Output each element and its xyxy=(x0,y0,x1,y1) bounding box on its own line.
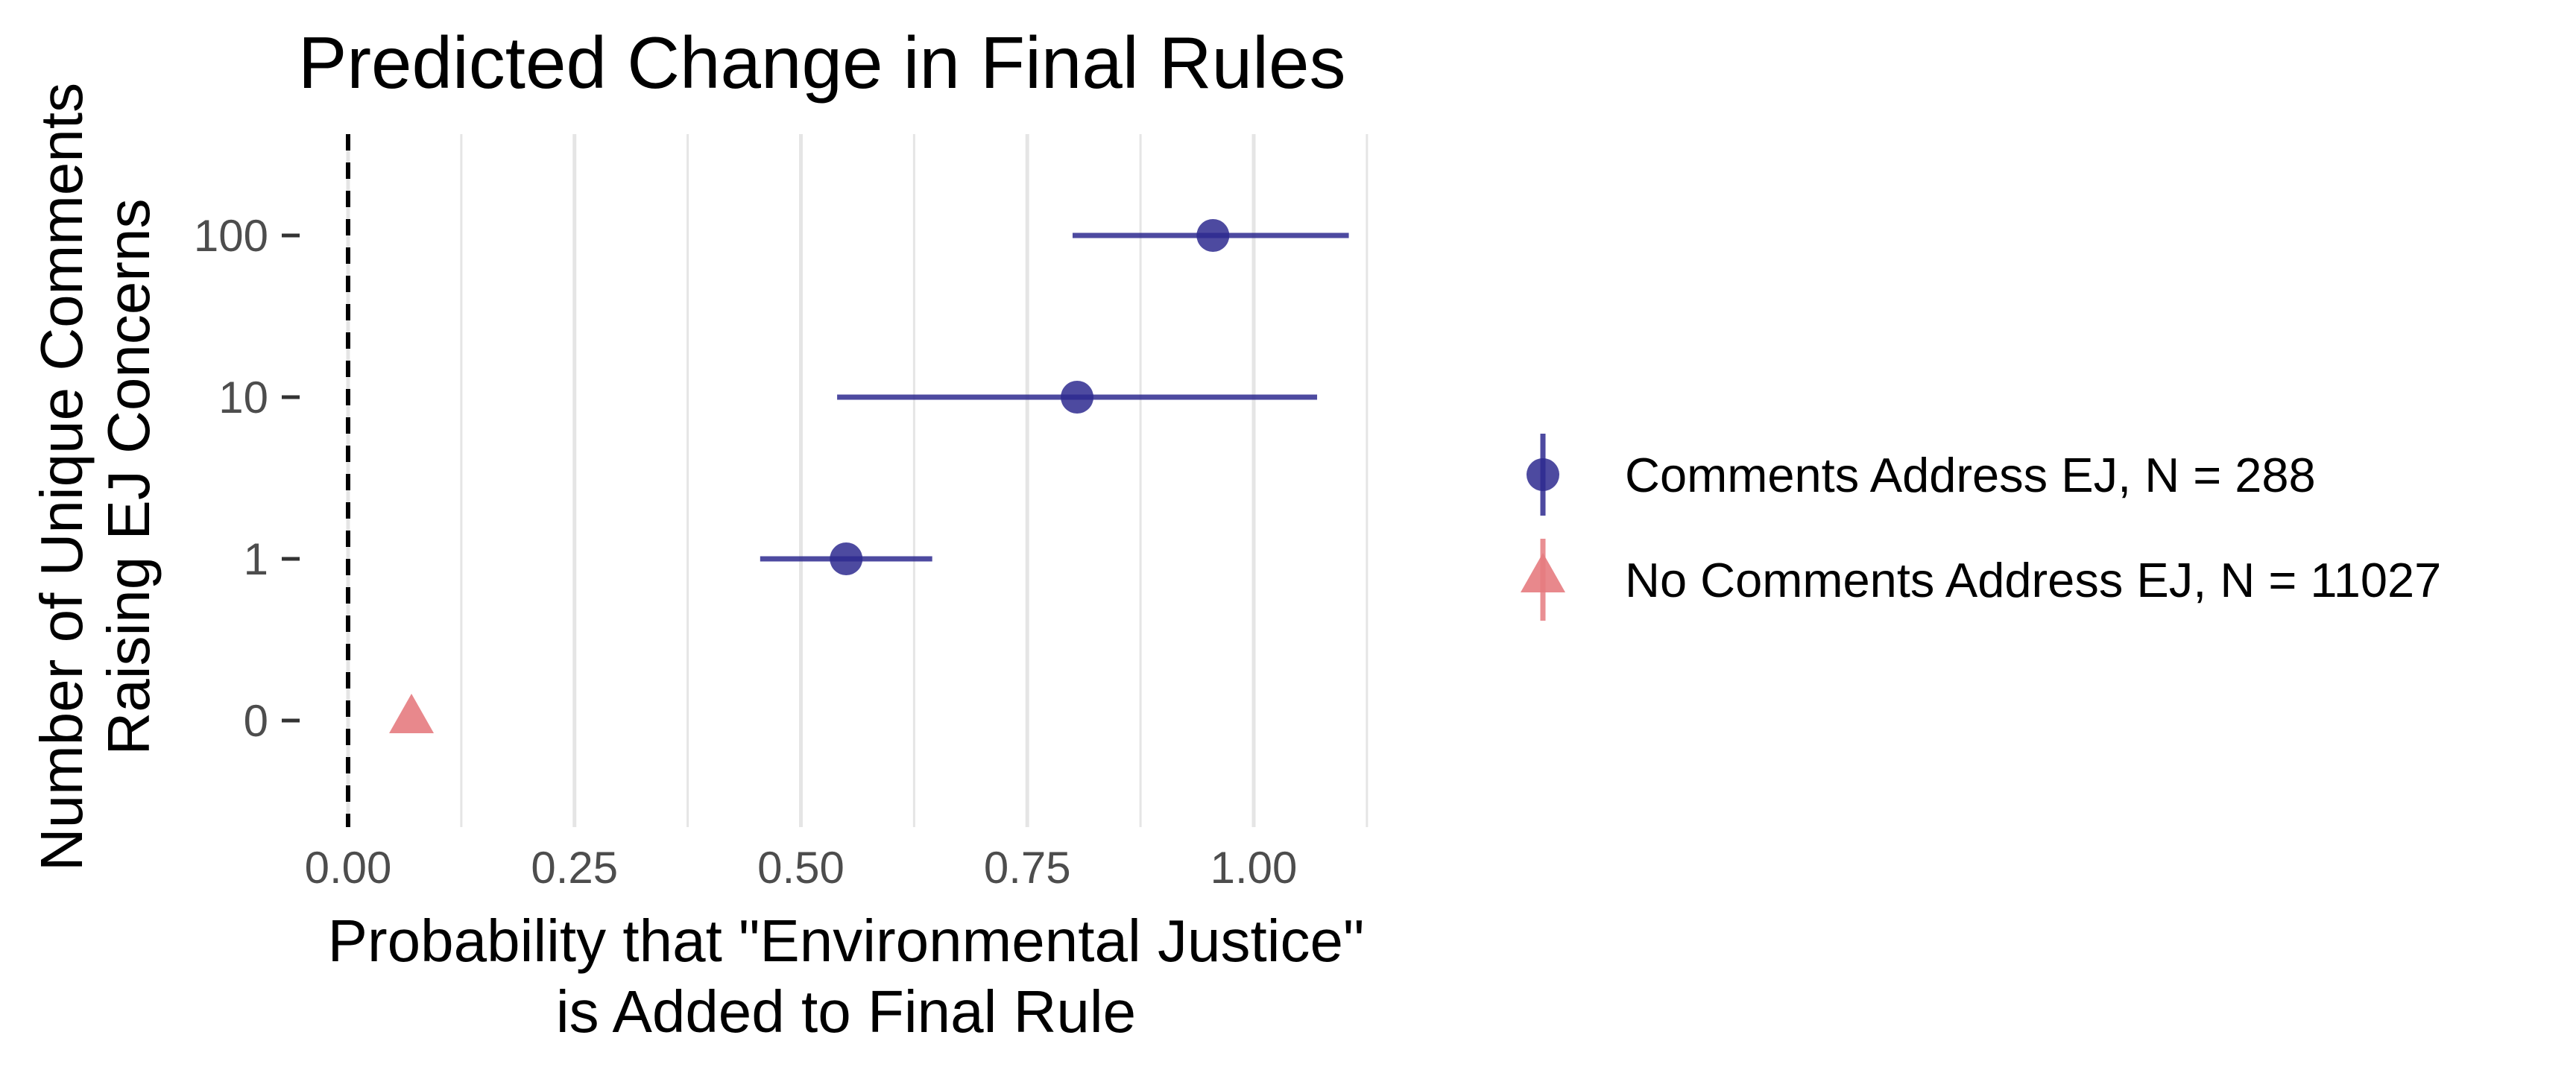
x-tick-label-0.00: 0.00 xyxy=(305,843,392,893)
x-tick-label-0.50: 0.50 xyxy=(757,843,845,893)
y-tick-label-100: 100 xyxy=(194,211,268,261)
legend: Comments Address EJ, N = 288 No Comments … xyxy=(1521,434,2441,621)
legend-label-0: Comments Address EJ, N = 288 xyxy=(1625,448,2316,502)
x-tick-label-0.25: 0.25 xyxy=(531,843,618,893)
chart-title: Predicted Change in Final Rules xyxy=(298,22,1345,104)
y-axis-title-line-1: Number of Unique Comments xyxy=(28,83,95,871)
y-tick-label-1: 1 xyxy=(244,534,268,584)
x-tick-label-1.00: 1.00 xyxy=(1210,843,1298,893)
point-series1-0 xyxy=(389,694,435,733)
y-tick-label-10: 10 xyxy=(218,373,268,422)
y-tick-label-0: 0 xyxy=(244,696,268,746)
legend-key-marker-1 xyxy=(1521,553,1565,592)
legend-label-1: No Comments Address EJ, N = 11027 xyxy=(1625,553,2441,607)
y-axis-title-line-2: Raising EJ Concerns xyxy=(95,199,162,756)
point-series0-1 xyxy=(830,542,863,575)
x-axis-title-line-1: Probability that "Environmental Justice" xyxy=(328,908,1365,974)
axis-layer: 0.00 0.25 0.50 0.75 1.00 0 1 10 100 xyxy=(194,211,1298,893)
legend-key-marker-0 xyxy=(1527,458,1559,491)
x-tick-label-0.75: 0.75 xyxy=(984,843,1071,893)
point-series0-100 xyxy=(1196,219,1230,252)
x-axis-title-line-2: is Added to Final Rule xyxy=(556,978,1136,1045)
point-series0-10 xyxy=(1061,381,1094,414)
data-layer xyxy=(389,219,1349,733)
